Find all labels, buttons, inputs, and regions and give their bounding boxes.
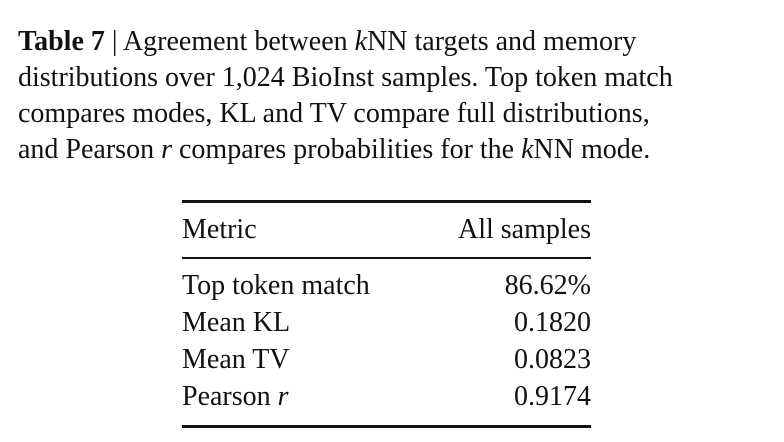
- caption-line: distributions over 1,024 BioInst samples…: [18, 60, 673, 96]
- table: Metric All samples Top token match 86.62…: [182, 200, 591, 428]
- metric-cell: Mean TV: [182, 343, 290, 375]
- metric-cell: Mean KL: [182, 306, 291, 338]
- caption-text: k: [354, 26, 368, 57]
- metric-cell: Pearson r: [182, 378, 421, 427]
- caption-text: compares probabilities for the: [171, 134, 522, 165]
- row: Pearson r 0.9174: [182, 378, 591, 427]
- header-cell: All samples: [458, 214, 591, 245]
- caption-text: | Agreement between: [104, 26, 355, 57]
- caption-text: NN mode.: [533, 134, 651, 165]
- value-cell: 86.62%: [504, 269, 591, 301]
- caption-text: k: [521, 134, 534, 165]
- metric-symbol: r: [277, 380, 289, 412]
- caption-text: r: [161, 134, 172, 165]
- header-row: Metric All samples: [182, 201, 591, 258]
- value-cell: 0.1820: [514, 306, 591, 338]
- caption-text: and Pearson: [18, 134, 162, 165]
- metric-text: Pearson: [182, 380, 278, 412]
- row: Mean KL 0.1820: [182, 304, 591, 341]
- caption-line: and Pearson r compares probabilities for…: [18, 132, 673, 168]
- caption: Table 7 | Agreement between kNN targets …: [18, 24, 673, 168]
- caption-text: distributions over 1,024 BioInst samples…: [18, 62, 673, 93]
- value-cell: 0.0823: [514, 343, 591, 375]
- metric-cell: Top token match: [182, 269, 370, 301]
- row: Top token match 86.62%: [182, 258, 591, 304]
- row: Mean TV 0.0823: [182, 341, 591, 378]
- caption-line: compares modes, KL and TV compare full d…: [18, 96, 673, 132]
- caption-line: Table 7 | Agreement between kNN targets …: [18, 24, 673, 60]
- caption-text: compares modes, KL and TV compare full d…: [18, 98, 650, 129]
- caption-text: NN targets and memory: [367, 26, 637, 57]
- header-cell: Metric: [182, 214, 257, 245]
- value-cell: 0.9174: [514, 380, 591, 412]
- caption-label: Table 7: [18, 26, 105, 57]
